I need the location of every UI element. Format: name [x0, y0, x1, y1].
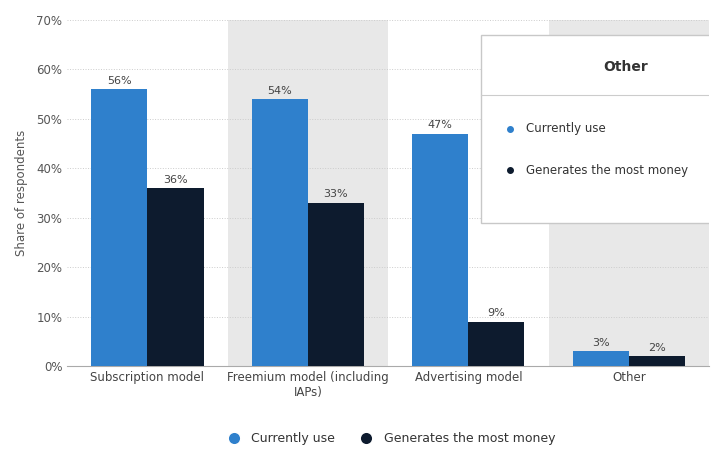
Text: 54%: 54%: [267, 86, 292, 96]
Bar: [308, 203, 364, 366]
Text: 3%: 3%: [592, 338, 610, 348]
Text: 2%: 2%: [648, 343, 666, 353]
Bar: [468, 322, 524, 366]
Text: 9%: 9%: [487, 308, 505, 318]
Bar: [573, 351, 628, 366]
Text: Other: Other: [603, 60, 648, 74]
Bar: [388, 20, 549, 366]
FancyBboxPatch shape: [481, 35, 724, 223]
Bar: [148, 188, 203, 366]
Text: 36%: 36%: [163, 175, 188, 184]
Bar: [549, 20, 709, 366]
Text: 33%: 33%: [324, 189, 348, 199]
Text: 56%: 56%: [107, 76, 132, 86]
Y-axis label: Share of respondents: Share of respondents: [15, 130, 28, 256]
Text: 47%: 47%: [428, 120, 452, 130]
Legend: Currently use, Generates the most money: Currently use, Generates the most money: [216, 427, 560, 450]
Bar: [227, 20, 388, 366]
Bar: [412, 134, 468, 366]
Bar: [67, 20, 227, 366]
Text: Currently use: Currently use: [526, 122, 606, 135]
Bar: [628, 356, 685, 366]
Text: Generates the most money: Generates the most money: [526, 164, 689, 177]
Bar: [252, 99, 308, 366]
Bar: [91, 89, 148, 366]
